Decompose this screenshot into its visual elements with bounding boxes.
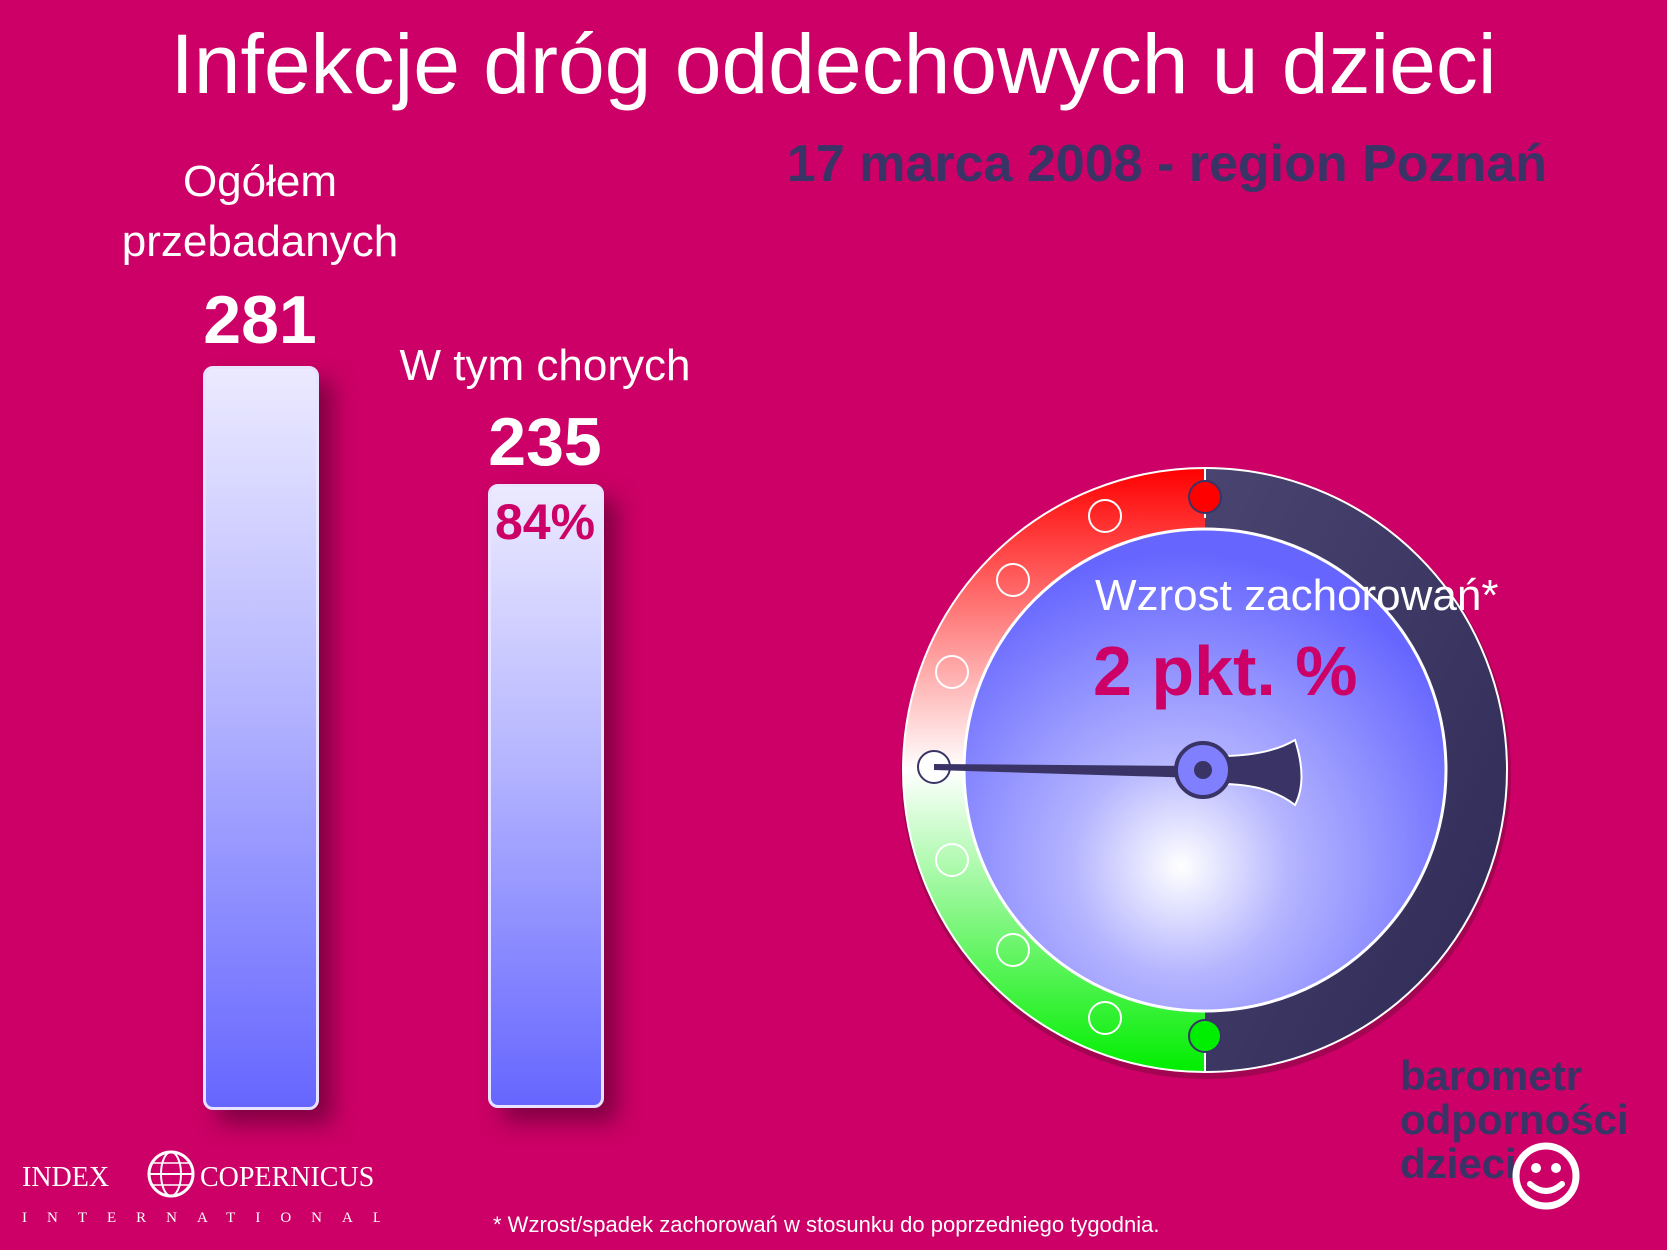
total-value: 281 <box>203 282 317 358</box>
page-title: Infekcje dróg oddechowych u dzieci <box>170 17 1497 111</box>
gauge-value: 2 pkt. % <box>1093 632 1358 710</box>
sick-percent: 84% <box>494 494 596 550</box>
logo-sub-text: INTERNATIONAL <box>22 1210 380 1226</box>
smiley-icon <box>1512 1142 1580 1210</box>
barometer-gauge <box>901 467 1511 1079</box>
brand-line1: barometr <box>1400 1052 1583 1099</box>
sick-value: 235 <box>488 404 602 480</box>
footnote: * Wzrost/spadek zachorowań w stosunku do… <box>493 1212 1160 1237</box>
page-subtitle: 17 marca 2008 - region Poznań <box>786 135 1547 193</box>
total-label-line1: Ogółem <box>182 157 338 206</box>
index-copernicus-logo: INDEX COPERNICUS INTERNATIONAL <box>22 1150 380 1226</box>
sick-label: W tym chorych <box>399 341 691 390</box>
total-bar <box>203 366 319 1110</box>
brand-line2: odporności <box>1400 1096 1629 1143</box>
gauge-needle <box>934 738 1303 807</box>
logo-left-text: INDEX <box>22 1162 109 1193</box>
brand-logo-text: barometr odporności dzieci <box>1400 1054 1629 1186</box>
sick-bar <box>488 484 604 1108</box>
total-label-line2: przebadanych <box>121 217 399 266</box>
logo-right-text: COPERNICUS <box>200 1162 374 1193</box>
gauge-label: Wzrost zachorowań* <box>1095 571 1499 620</box>
brand-line3: dzieci <box>1400 1140 1517 1187</box>
